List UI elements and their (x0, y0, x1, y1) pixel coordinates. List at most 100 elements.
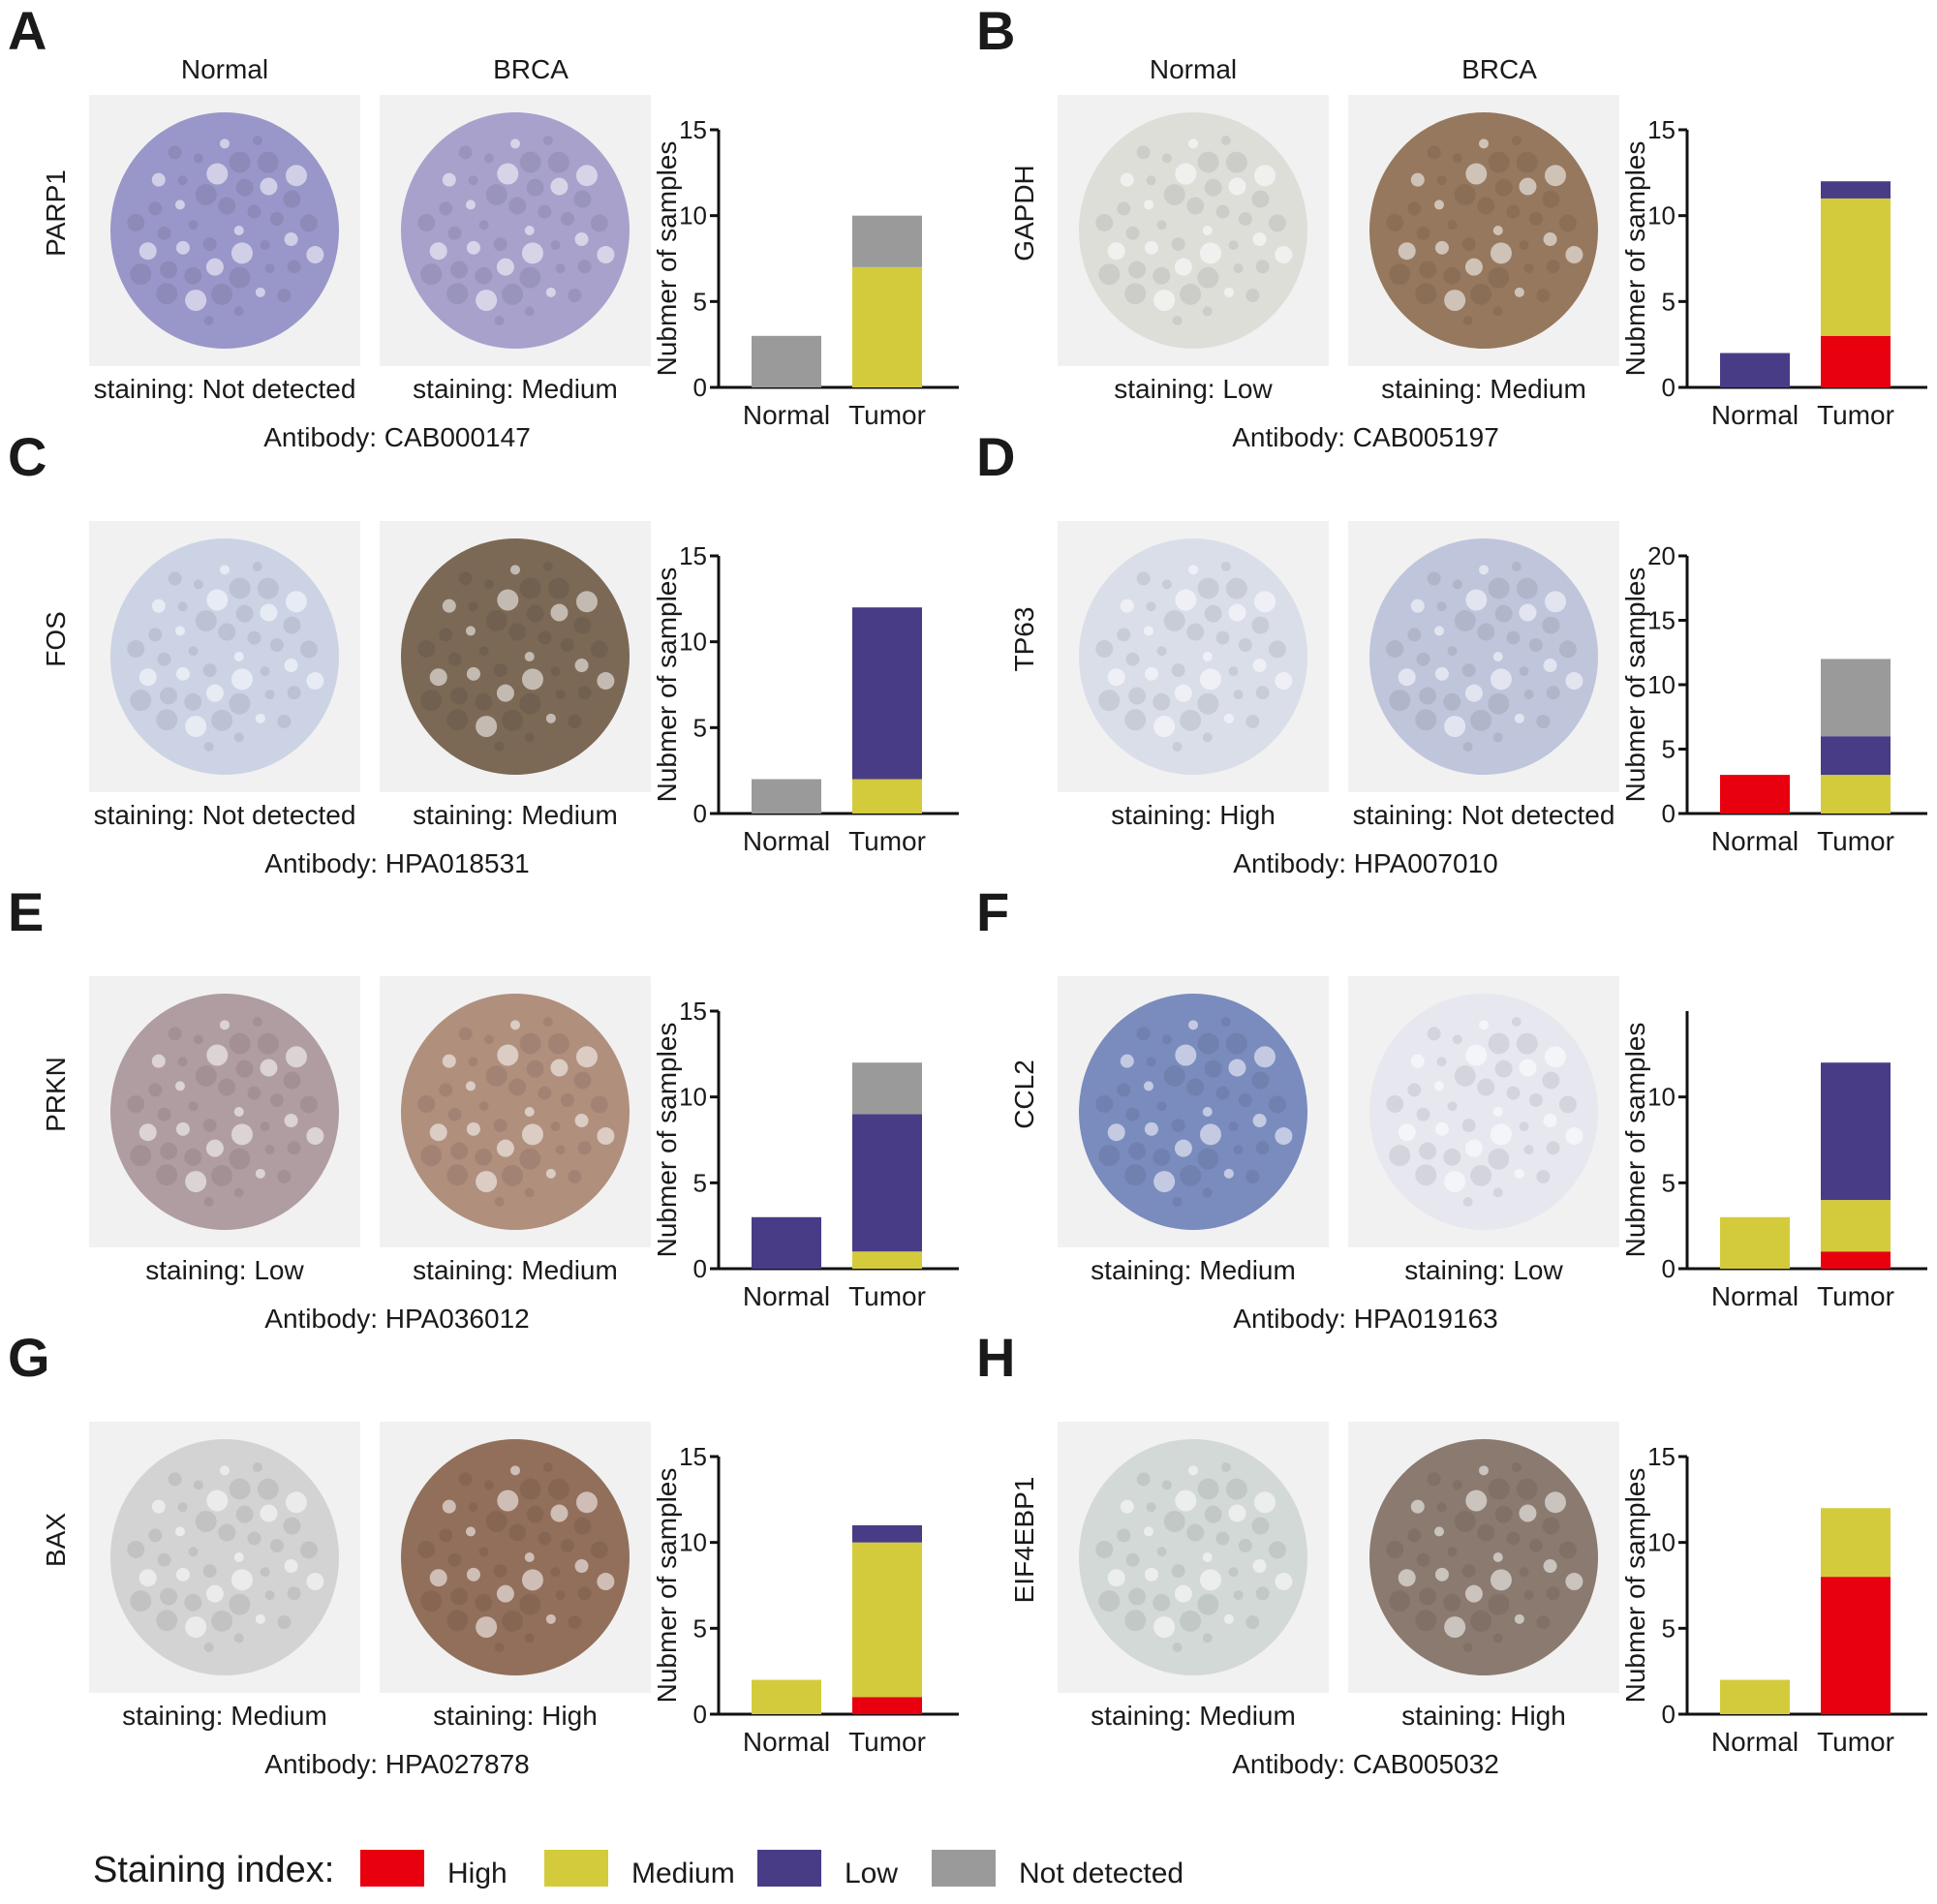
x-tick-label: Normal (1711, 1727, 1799, 1757)
y-tick-label: 0 (693, 373, 707, 402)
bar-normal-high (1720, 775, 1790, 814)
normal-staining-label: staining: Medium (1091, 1701, 1296, 1731)
y-tick-label: 15 (679, 541, 707, 570)
x-tick-label: Tumor (1817, 1281, 1894, 1311)
y-tick-label: 10 (679, 1528, 707, 1557)
y-tick-label: 0 (693, 1254, 707, 1283)
gene-label: GAPDH (986, 116, 1063, 310)
tumor-tissue-image (380, 521, 651, 792)
gene-label: BAX (17, 1443, 95, 1637)
y-tick-label: 0 (693, 1700, 707, 1729)
bar-tumor-medium (852, 1542, 922, 1698)
panel-a: A PARP1 Normal BRCA staining: Not detected st… (0, 0, 968, 455)
chart-svg: Nubmer of samples 0 5 10 15 Normal Tumor (1620, 115, 1927, 430)
bar-normal-medium (1720, 1216, 1790, 1269)
tumor-tissue-image (380, 95, 651, 366)
y-tick-label: 5 (1662, 1613, 1676, 1643)
normal-staining-label: staining: High (1111, 800, 1276, 830)
bar-normal-medium (1720, 1679, 1790, 1714)
y-axis-label: Nubmer of samples (1620, 568, 1650, 803)
y-tick-label: 10 (1647, 201, 1676, 230)
tumor-staining-label: staining: Medium (1381, 374, 1586, 404)
panel-letter: C (8, 426, 47, 487)
bar-tumor-medium (1821, 1508, 1891, 1578)
bar-tumor-medium (852, 266, 922, 387)
y-axis-label: Nubmer of samples (652, 1468, 682, 1704)
legend-swatch-high (360, 1850, 424, 1887)
bar-tumor-not-detected (852, 1062, 922, 1115)
gene-label: FOS (17, 542, 95, 736)
bar-tumor-high (852, 1697, 922, 1714)
bar-tumor-not-detected (852, 215, 922, 267)
stacked-bar-chart-b: Nubmer of samples 0 5 10 15 Normal Tumor (1619, 114, 1929, 445)
tumor-tissue-image (1348, 976, 1619, 1247)
bar-tumor-medium (852, 779, 922, 814)
y-tick-label: 10 (679, 628, 707, 657)
normal-header: Normal (180, 54, 269, 84)
stacked-bar-chart-c: Nubmer of samples 0 5 10 15 Normal Tumor (651, 540, 961, 872)
bar-tumor-high (1821, 1577, 1891, 1714)
panel-b: B GAPDH Normal BRCA staining: Low staining: M… (968, 0, 1937, 455)
tumor-tissue-image (380, 1422, 651, 1693)
bar-normal-not-detected (752, 335, 821, 387)
y-axis-label: Nubmer of samples (1620, 1468, 1650, 1704)
gene-name: PRKN (41, 1057, 71, 1132)
y-tick-label: 15 (679, 115, 707, 144)
y-tick-label: 5 (693, 1613, 707, 1643)
y-axis-label: Nubmer of samples (1620, 141, 1650, 377)
chart-svg: Nubmer of samples 0 5 10 15 Normal Tumor (652, 1442, 959, 1757)
normal-tissue-image (89, 521, 360, 792)
y-tick-label: 0 (1662, 799, 1676, 828)
bar-tumor-low (1821, 181, 1891, 199)
y-tick-label: 10 (679, 1083, 707, 1112)
y-axis-label: Nubmer of samples (652, 1023, 682, 1258)
normal-staining-label: staining: Not detected (93, 800, 356, 830)
x-tick-label: Tumor (848, 826, 926, 856)
brca-header: BRCA (1461, 54, 1537, 84)
bar-tumor-high (1821, 335, 1891, 387)
legend-label-medium: Medium (631, 1858, 735, 1889)
chart-svg: Nubmer of samples 0 5 10 15 Normal Tumor (652, 115, 959, 430)
antibody-label: Antibody: CAB005032 (1232, 1749, 1499, 1779)
gene-name: PARP1 (41, 169, 71, 257)
antibody-label: Antibody: CAB000147 (263, 422, 531, 452)
gene-name: GAPDH (1009, 165, 1039, 261)
tumor-staining-label: staining: Medium (413, 1255, 618, 1285)
y-tick-label: 5 (1662, 1168, 1676, 1197)
bar-tumor-medium (1821, 198, 1891, 336)
y-tick-label: 10 (1647, 1528, 1676, 1557)
x-tick-label: Normal (743, 1281, 830, 1311)
bar-normal-not-detected (752, 779, 821, 814)
y-tick-label: 15 (1647, 115, 1676, 144)
y-tick-label: 5 (693, 287, 707, 316)
y-tick-label: 0 (1662, 1254, 1676, 1283)
chart-svg: Nubmer of samples 0 5 10 15 Normal Tumor (1620, 1442, 1927, 1757)
tumor-staining-label: staining: Medium (413, 800, 618, 830)
panel-letter: G (8, 1327, 50, 1388)
bar-tumor-low (852, 1114, 922, 1252)
normal-staining-label: staining: Low (145, 1255, 304, 1285)
y-axis-label: Nubmer of samples (652, 568, 682, 803)
panel-letter: E (8, 881, 45, 942)
legend-label-not-detected: Not detected (1019, 1858, 1184, 1889)
panel-letter: A (8, 0, 47, 61)
legend-label-low: Low (845, 1858, 899, 1889)
brca-header: BRCA (493, 54, 569, 84)
y-tick-label: 15 (679, 1442, 707, 1471)
y-tick-label: 5 (693, 713, 707, 742)
antibody-label: Antibody: CAB005197 (1232, 422, 1499, 452)
panel-letter: F (976, 881, 1010, 942)
stacked-bar-chart-a: Nubmer of samples 0 5 10 15 Normal Tumor (651, 114, 961, 445)
legend-swatch-medium (544, 1850, 608, 1887)
y-axis-label: Nubmer of samples (1620, 1023, 1650, 1258)
chart-svg: Nubmer of samples 0 5 10 Normal Tumor (1620, 1011, 1927, 1311)
gene-label: PRKN (17, 998, 95, 1191)
y-tick-label: 10 (1647, 1083, 1676, 1112)
x-tick-label: Tumor (1817, 1727, 1894, 1757)
bar-tumor-not-detected (1821, 659, 1891, 737)
tumor-tissue-image (380, 976, 651, 1247)
normal-staining-label: staining: Medium (122, 1701, 327, 1731)
gene-label: PARP1 (17, 116, 95, 310)
bar-tumor-medium (852, 1251, 922, 1269)
panel-d: D TP63 staining: High staining: Not detecte… (968, 426, 1937, 881)
